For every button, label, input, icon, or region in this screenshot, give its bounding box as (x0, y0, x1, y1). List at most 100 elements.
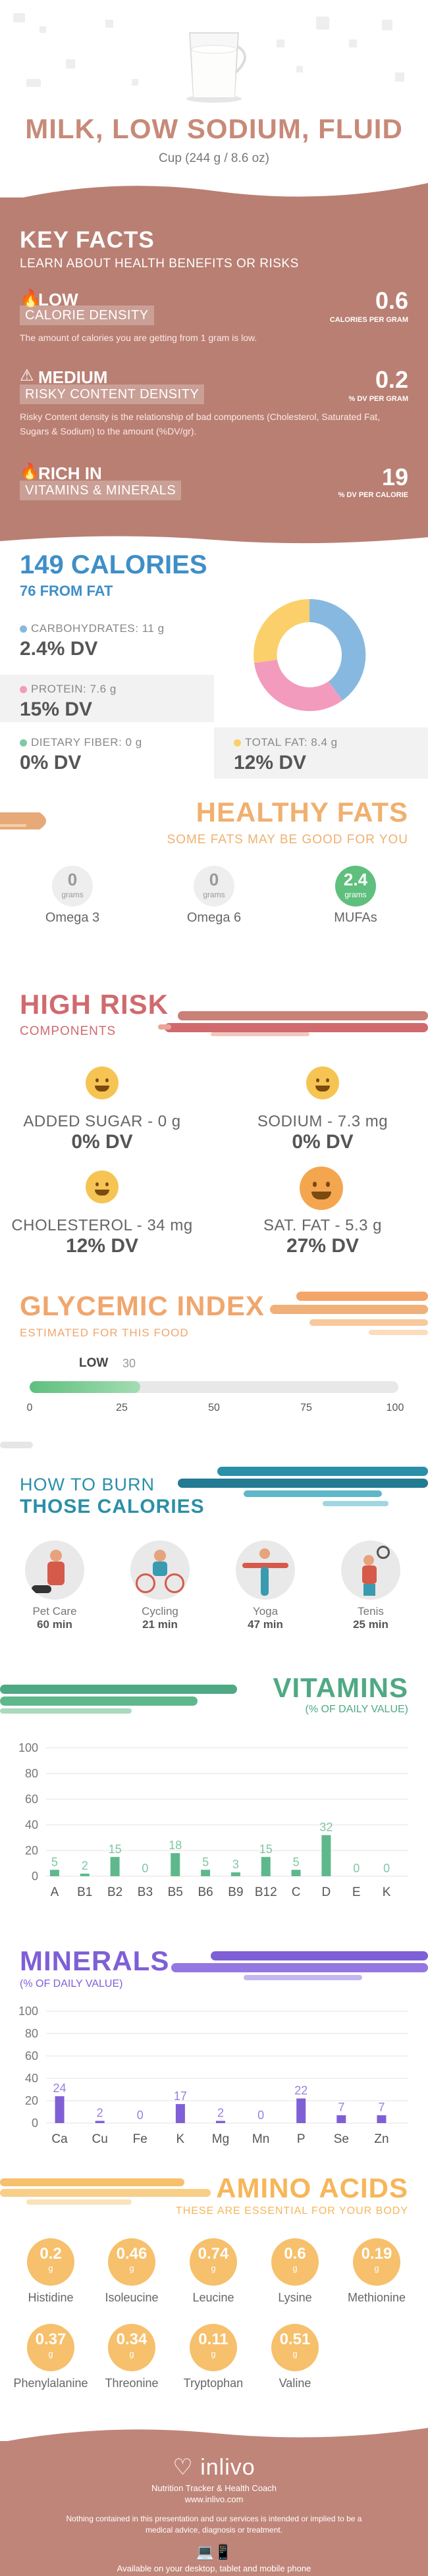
calorie-density-label: CALORIE DENSITY (20, 305, 154, 325)
minerals-subtitle: (% OF DAILY VALUE) (20, 1978, 123, 1989)
category-label: Cu (92, 2132, 108, 2146)
y-tick-label: 40 (25, 2072, 38, 2085)
category-label: B6 (198, 1885, 213, 1899)
brand-name: inlivo (200, 2455, 255, 2480)
amino-name: Tryptophan (183, 2377, 244, 2390)
bar (80, 1874, 90, 1876)
amino-unit: g (48, 2349, 53, 2359)
amino-badge: 0.2 g (27, 2238, 74, 2286)
tenis-time: 25 min (353, 1618, 388, 1631)
amino-item: 0.74 g Leucine (174, 2238, 253, 2305)
amino-badge: 0.19 g (353, 2238, 400, 2286)
fiber-value: 0% DV (20, 752, 82, 774)
calorie-density-value: 0.6 (375, 287, 408, 314)
footer: ♡ inlivo Nutrition Tracker & Health Coac… (0, 2441, 428, 2576)
y-tick-label: 20 (25, 1844, 38, 1857)
omega3-value: 0 (67, 870, 78, 889)
calorie-density-unit: CALORIES PER GRAM (329, 316, 408, 324)
cycling-icon (130, 1540, 190, 1600)
carbohydrates-value: 2.4% DV (20, 638, 98, 660)
bar-value-label: 2 (217, 2107, 224, 2120)
amino-name: Leucine (192, 2291, 234, 2304)
bar (110, 1856, 120, 1876)
protein-dot (20, 686, 27, 694)
amino-name: Valine (279, 2377, 311, 2390)
mufas-value: 2.4 (343, 870, 368, 889)
bar (296, 2098, 306, 2123)
bar-value-label: 0 (383, 1862, 390, 1875)
total-fat-label: TOTAL FAT: 8.4 g (245, 736, 338, 749)
total-fat-dot (234, 739, 241, 747)
worried-face-icon (300, 1167, 343, 1210)
cholesterol-value: 12% DV (65, 1235, 139, 1257)
risky-content-level: MEDIUM (38, 367, 108, 387)
category-label: D (322, 1885, 331, 1899)
sodium-value: 0% DV (292, 1131, 354, 1153)
bar-value-label: 3 (232, 1858, 239, 1871)
glycemic-value: 30 (122, 1357, 136, 1370)
amino-unit: g (48, 2263, 53, 2273)
bar (336, 2115, 346, 2123)
devices-icon: 💻📱 (196, 2544, 232, 2560)
pet-care-time: 60 min (37, 1618, 72, 1631)
sat-fat-value: 27% DV (286, 1235, 360, 1257)
category-label: B12 (255, 1885, 277, 1899)
bar-value-label: 0 (142, 1862, 148, 1875)
amino-badge: 0.74 g (190, 2238, 237, 2286)
bar-value-label: 18 (169, 1839, 182, 1852)
bar-value-label: 5 (51, 1855, 58, 1868)
pet-care-icon (25, 1540, 84, 1600)
vitamins-minerals-label: VITAMINS & MINERALS (20, 481, 182, 500)
gi-tick-50: 50 (208, 1402, 220, 1413)
amino-value: 0.74 (198, 2245, 229, 2263)
amino-badge: 0.37 g (27, 2324, 74, 2371)
category-label: E (352, 1885, 361, 1899)
neutral-face-icon (86, 1170, 119, 1203)
healthy-fats-ribbon (0, 812, 46, 829)
category-label: B5 (168, 1885, 183, 1899)
bar-value-label: 5 (202, 1855, 209, 1868)
amino-title: AMINO ACIDS (216, 2172, 408, 2203)
risky-content-desc: Risky Content density is the relationshi… (20, 411, 381, 436)
y-tick-label: 40 (25, 1818, 38, 1831)
footer-brand[interactable]: ♡ inlivo (0, 2454, 428, 2481)
category-label: Se (334, 2132, 349, 2146)
cycling-label: Cycling (142, 1605, 178, 1617)
bar (291, 1870, 301, 1876)
risky-content-value: 0.2 (375, 366, 408, 393)
amino-value: 0.51 (279, 2330, 311, 2348)
bar (55, 2096, 65, 2123)
amino-value: 0.2 (40, 2245, 62, 2263)
category-label: B2 (107, 1885, 122, 1899)
risky-content-unit: % DV PER GRAM (348, 395, 408, 403)
amino-item: 0.11 g Tryptophan (174, 2324, 253, 2390)
category-label: K (176, 2132, 185, 2146)
bar-value-label: 32 (319, 1821, 333, 1834)
footer-disclaimer: Nothing contained in this presentation a… (66, 2514, 362, 2535)
burn-title-2: THOSE CALORIES (20, 1496, 205, 1517)
burn-top-ribbon (0, 1442, 33, 1448)
vitamins-ribbon (0, 1685, 237, 1714)
amino-name: Isoleucine (105, 2291, 159, 2304)
food-title: MILK, LOW SODIUM, FLUID (25, 113, 403, 144)
gi-tick-25: 25 (116, 1402, 128, 1413)
fat-omega6: 0 grams Omega 6 (174, 866, 254, 926)
glycemic-subtitle: ESTIMATED FOR THIS FOOD (20, 1327, 189, 1339)
bar-value-label: 15 (109, 1843, 122, 1856)
bar (95, 2120, 105, 2123)
category-label: Ca (51, 2132, 68, 2146)
calories-from-fat: 76 FROM FAT (20, 583, 113, 599)
amino-ribbon (0, 2178, 211, 2205)
omega6-label: Omega 6 (186, 910, 242, 925)
donut-fat (254, 599, 309, 663)
footer-url[interactable]: www.inlivo.com (184, 2494, 244, 2504)
bar (377, 2115, 387, 2123)
bar (261, 1856, 271, 1876)
vitamins-minerals-value: 19 (381, 463, 408, 490)
amino-value: 0.34 (116, 2330, 147, 2348)
donut-carbohydrates (309, 598, 366, 700)
happy-face-icon (86, 1066, 119, 1099)
category-label: C (292, 1885, 301, 1899)
healthy-fats-title: HEALTHY FATS (196, 797, 408, 828)
fiber-dot (20, 739, 27, 747)
